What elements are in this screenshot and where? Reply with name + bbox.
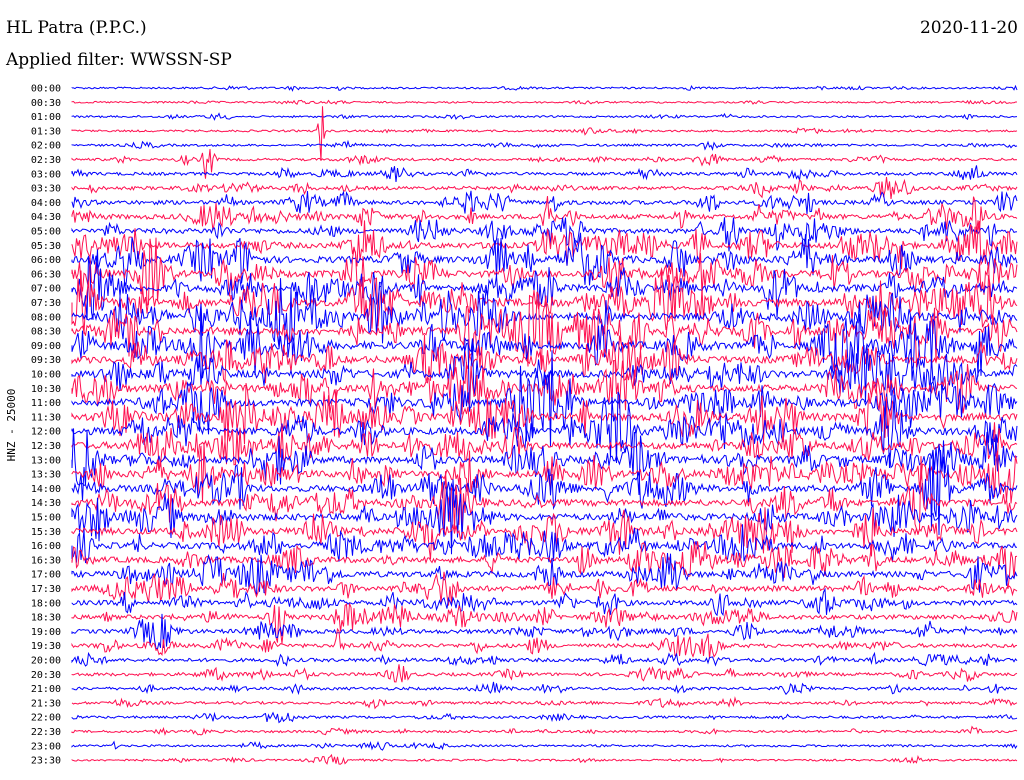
row-time-label: 20:30 [31,670,61,681]
row-time-label: 23:30 [31,756,61,767]
row-time-label: 23:00 [31,741,61,752]
row-time-label: 13:00 [31,455,61,466]
trace-line [71,139,1018,151]
trace-line [71,165,1018,182]
row-time-label: 03:30 [31,184,61,195]
row-time-label: 10:30 [31,384,61,395]
row-time-label: 16:00 [31,541,61,552]
trace-line [71,360,1018,415]
trace-line [71,278,1018,358]
row-time-label: 14:30 [31,498,61,509]
row-time-label: 22:30 [31,727,61,738]
row-time-label: 16:30 [31,555,61,566]
row-time-label: 19:30 [31,641,61,652]
trace-line [71,541,1018,590]
row-time-label: 15:30 [31,527,61,538]
row-time-label: 09:00 [31,341,61,352]
trace-line [71,627,1018,659]
trace-line [71,148,1018,179]
trace-line [71,587,1018,617]
row-time-label: 00:00 [31,84,61,95]
row-time-label: 11:00 [31,398,61,409]
row-time-label: 20:00 [31,656,61,667]
trace-line [71,232,1018,287]
trace-line [71,84,1018,92]
trace-line [71,106,1018,162]
row-time-label: 12:30 [31,441,61,452]
tick-label-group: 00:00 00:30 01:00 01:30 02:00 02:30 03:00 03:30… [31,84,61,767]
row-time-label: 10:00 [31,370,61,381]
row-time-label: 21:00 [31,684,61,695]
row-time-label: 11:30 [31,412,61,423]
station-title: HL Patra (P.P.C.) [6,18,147,38]
trace-line [71,681,1018,696]
trace-line [71,196,1018,234]
row-time-label: 17:00 [31,570,61,581]
row-time-label: 18:30 [31,613,61,624]
trace-line [71,479,1018,555]
row-time-label: 17:30 [31,584,61,595]
trace-line [71,112,1018,121]
trace-line [71,696,1018,710]
row-time-label: 09:30 [31,355,61,366]
trace-line [71,552,1018,597]
row-time-label: 02:30 [31,155,61,166]
trace-group [71,84,1018,765]
trace-line [71,613,1018,650]
trace-line [71,350,1018,448]
row-time-label: 06:30 [31,269,61,280]
y-axis-label: HNZ - 25000 [5,389,18,462]
trace-line [71,602,1018,644]
trace-line [71,249,1018,321]
row-time-label: 12:00 [31,427,61,438]
row-time-label: 18:00 [31,598,61,609]
row-time-label: 04:00 [31,198,61,209]
trace-line [71,725,1018,736]
trace-line [71,456,1018,536]
row-time-label: 01:30 [31,126,61,137]
row-time-label: 08:30 [31,327,61,338]
filter-label: Applied filter: WWSSN-SP [6,50,232,70]
row-time-label: 13:30 [31,470,61,481]
trace-line [71,711,1018,724]
trace-line [71,428,1018,502]
trace-line [71,237,1018,306]
row-time-label: 14:00 [31,484,61,495]
trace-line [71,267,1018,334]
trace-line [71,217,1018,252]
row-time-label: 04:30 [31,212,61,223]
row-time-label: 21:30 [31,698,61,709]
trace-line [71,449,1018,536]
row-time-label: 05:00 [31,227,61,238]
trace-line [71,571,1018,606]
row-time-label: 07:00 [31,284,61,295]
row-time-label: 02:00 [31,141,61,152]
trace-line [71,740,1018,751]
trace-line [71,651,1018,668]
trace-line [71,176,1018,200]
row-time-label: 22:00 [31,713,61,724]
trace-line [71,664,1018,683]
trace-line [71,190,1018,215]
trace-line [71,422,1018,470]
trace-line [71,99,1017,105]
trace-line [71,442,1018,504]
date-label: 2020-11-20 [919,18,1018,38]
row-time-label: 06:00 [31,255,61,266]
trace-line [71,334,1018,384]
row-time-label: 15:00 [31,513,61,524]
row-time-label: 19:00 [31,627,61,638]
row-time-label: 03:00 [31,169,61,180]
row-time-label: 07:30 [31,298,61,309]
row-time-label: 01:00 [31,112,61,123]
row-time-label: 08:00 [31,312,61,323]
trace-line [71,524,1018,564]
row-time-label: 00:30 [31,98,61,109]
trace-line [71,753,1018,765]
trace-line [71,220,1018,270]
row-time-label: 05:30 [31,241,61,252]
